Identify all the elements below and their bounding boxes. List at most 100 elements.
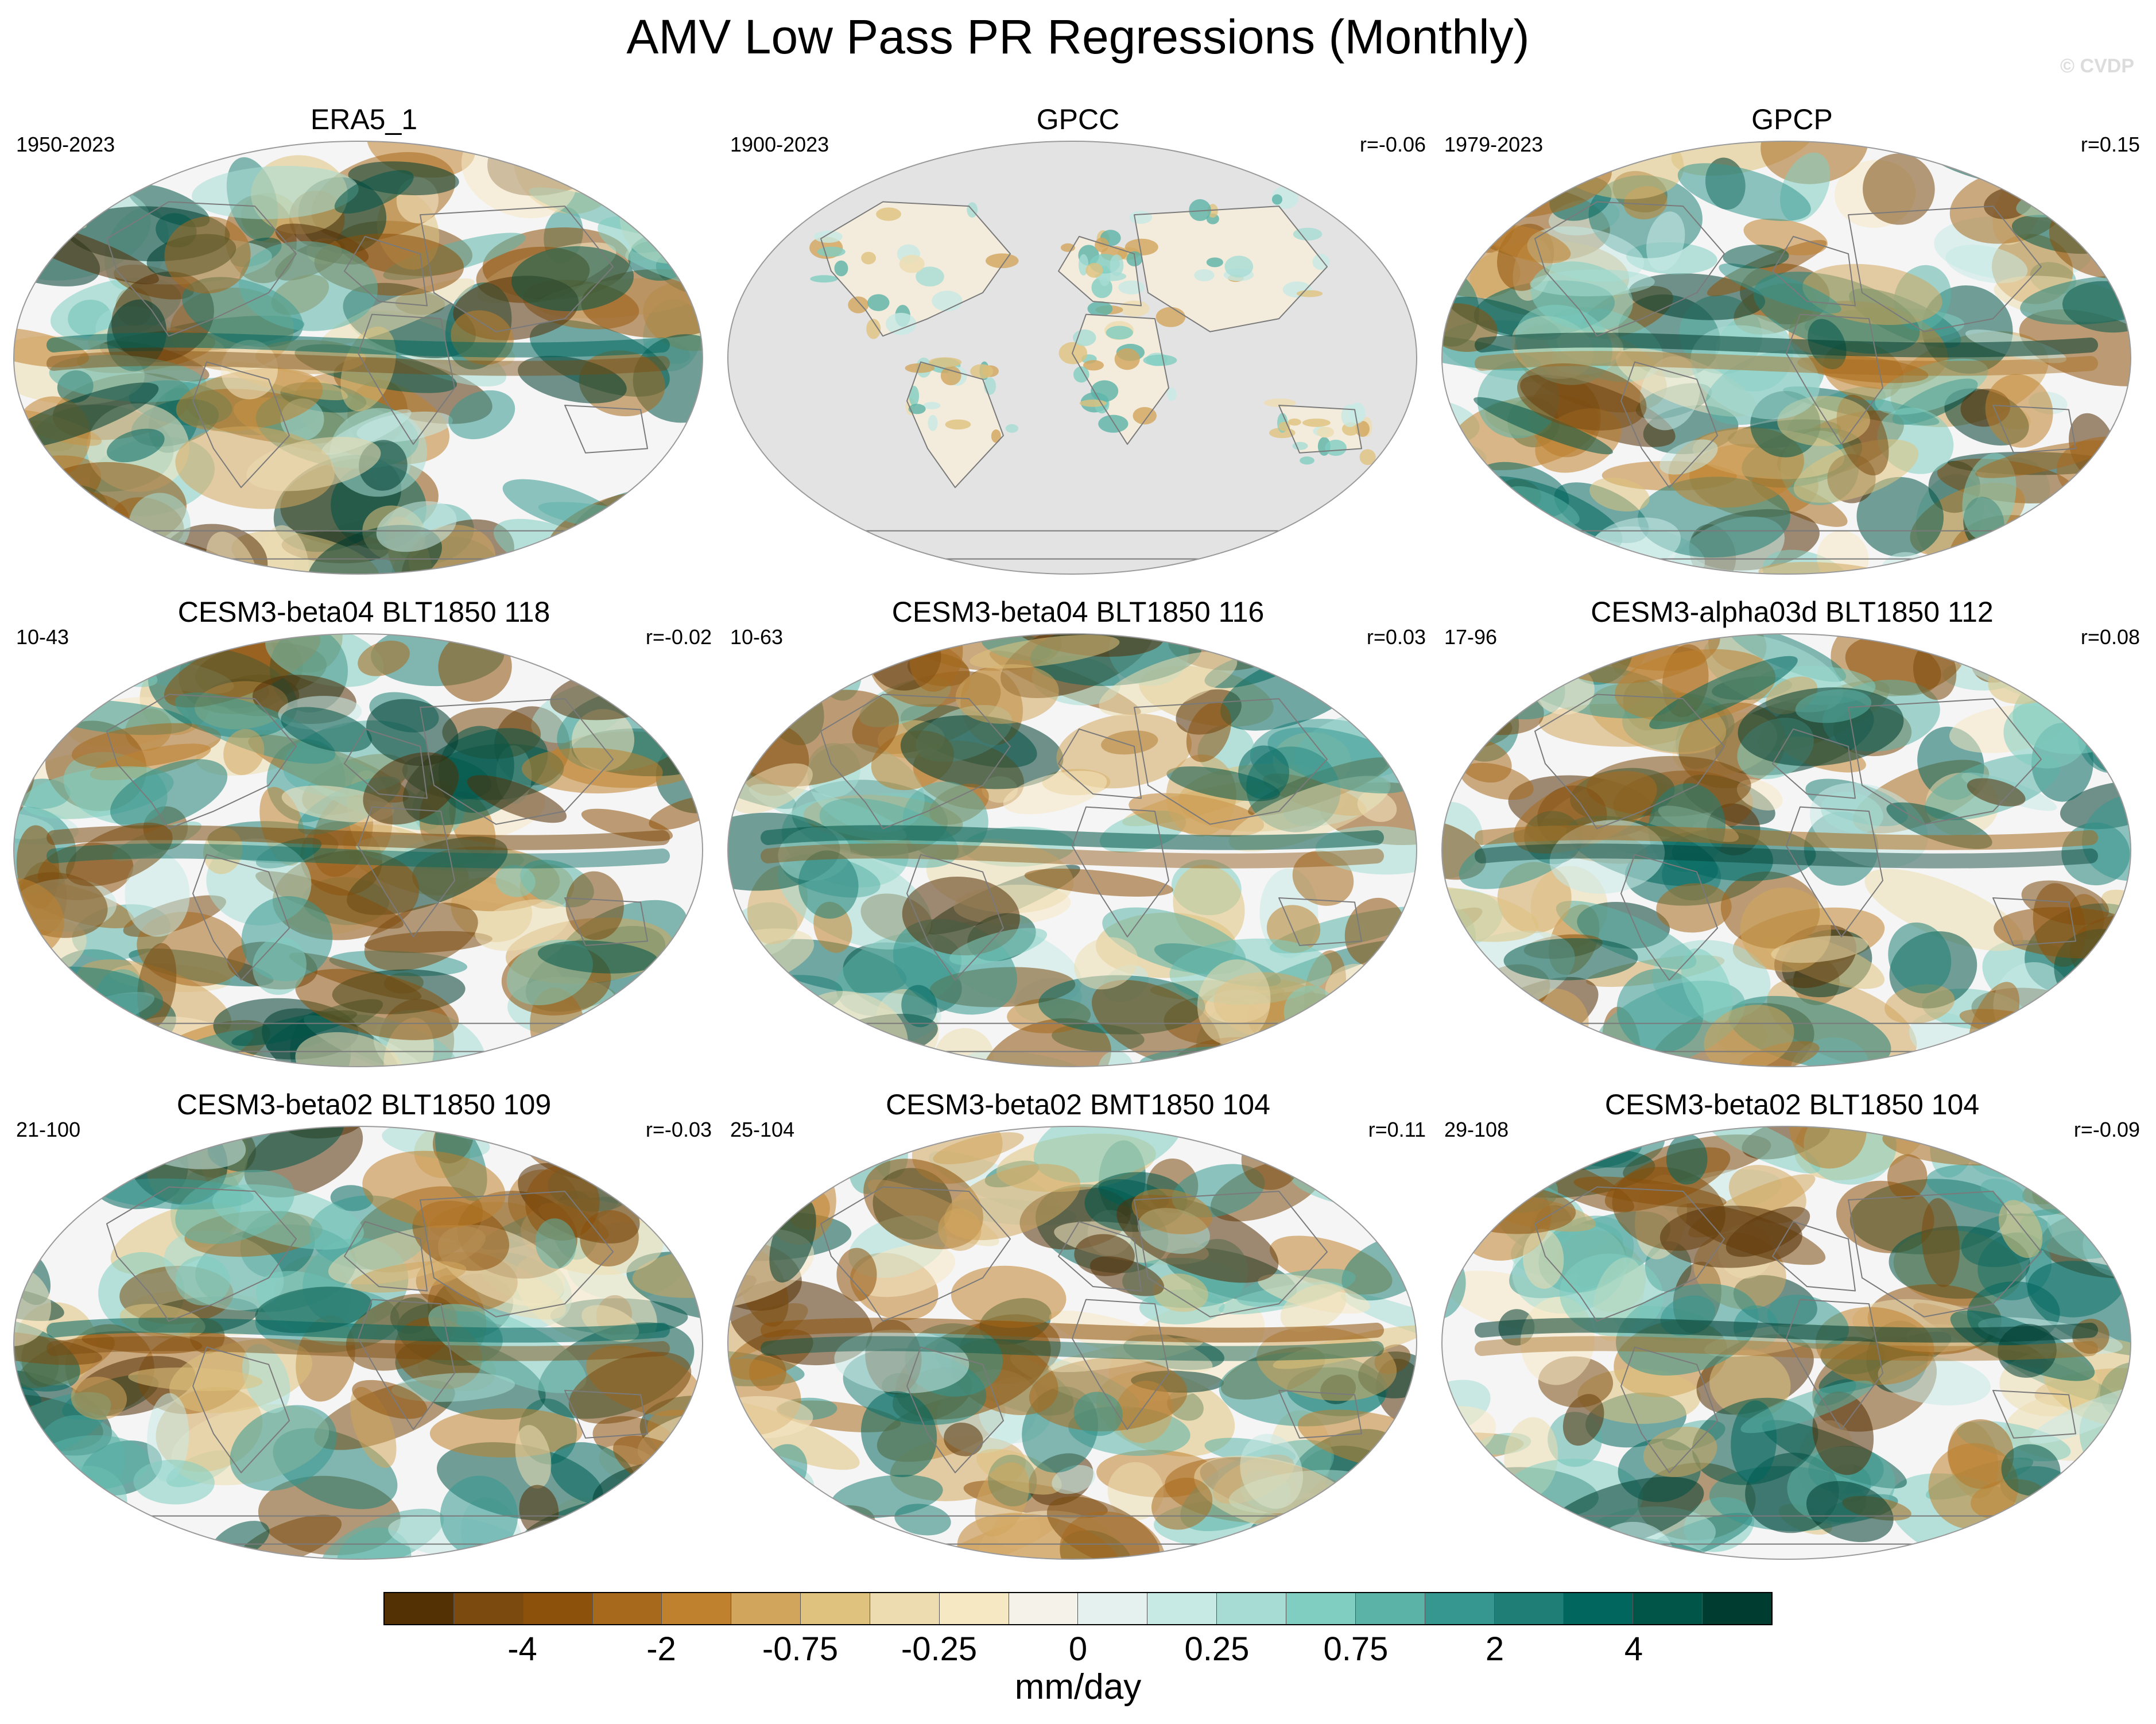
colorbar-swatch (1147, 1593, 1217, 1624)
anomaly-blob (1306, 634, 1387, 660)
panel-title: CESM3-beta04 BLT1850 116 (891, 596, 1265, 628)
robinson-map (1441, 1126, 2131, 1560)
anomaly-blob (1293, 227, 1323, 241)
coastline (192, 361, 290, 489)
anomaly-blob (928, 414, 938, 431)
anomaly-blob (14, 163, 87, 229)
anomaly-blob (1884, 984, 1955, 1024)
anomaly-blob (1999, 1200, 2043, 1258)
coastline (106, 1186, 297, 1322)
coastline (1620, 1346, 1718, 1474)
copyright-watermark: © CVDP (2060, 55, 2134, 77)
anomaly-blob (295, 1032, 403, 1067)
anomaly-blob (14, 1522, 57, 1559)
anomaly-blob (1928, 1443, 2019, 1530)
anomaly-blob (358, 640, 410, 676)
anomaly-blob (1473, 1126, 1575, 1168)
coastline (1278, 1389, 1362, 1439)
anomaly-blob (295, 968, 459, 1040)
anomaly-blob (125, 852, 190, 937)
panel-title: GPCP (1751, 103, 1833, 135)
tropical-band (761, 843, 1384, 869)
panel-period: 1900-2023 (730, 133, 829, 156)
anomaly-blob (909, 386, 920, 406)
coastline (1058, 728, 1142, 799)
anomaly-blob (1073, 366, 1089, 383)
anomaly-blob (1206, 257, 1223, 268)
anomaly-blob (929, 357, 962, 367)
anomaly-blob (1740, 1380, 1873, 1434)
anomaly-blob (831, 1474, 943, 1518)
anomaly-blob (475, 899, 569, 951)
anomaly-blob (2085, 1540, 2131, 1559)
map-panel: CESM3-beta02 BMT1850 104 25-104 r=0.11 (722, 1087, 1434, 1564)
colorbar-swatches (383, 1592, 1773, 1625)
anomaly-blob (391, 1373, 515, 1402)
anomaly-blob (1024, 868, 1173, 897)
anomaly-blob (1921, 1198, 1960, 1287)
panel-correlation: r=-0.09 (2073, 1118, 2140, 1141)
tropical-band (761, 825, 1384, 850)
coastline (1058, 235, 1142, 307)
anomaly-blob (1589, 477, 1650, 512)
anomaly-blob (1559, 1253, 1663, 1336)
coastline (906, 361, 1004, 489)
anomaly-blob (848, 296, 869, 313)
anomaly-blob (1280, 1284, 1347, 1332)
anomaly-blob (1442, 635, 1533, 690)
anomaly-blob (1677, 163, 1811, 221)
anomaly-blob (1058, 342, 1088, 365)
map-outline (13, 633, 703, 1067)
coastline (420, 1191, 614, 1318)
anomaly-blob (535, 1218, 576, 1269)
coastline (1786, 313, 1883, 445)
anomaly-blob (1442, 333, 1542, 371)
tropical-band (46, 1318, 670, 1343)
anomaly-blob (955, 664, 1059, 724)
anomaly-blob (1166, 388, 1177, 401)
panel-correlation: r=-0.06 (1359, 133, 1426, 156)
anomaly-blob (1719, 263, 1841, 313)
anomaly-blob (1795, 689, 1872, 723)
anomaly-blob (2062, 281, 2131, 333)
anomaly-blob (1238, 745, 1289, 799)
coastline (1278, 404, 1362, 454)
coastline (564, 404, 648, 454)
anomaly-blob (363, 752, 459, 825)
anomaly-blob (1153, 1273, 1208, 1312)
anomaly-blob (1267, 727, 1417, 794)
anomaly-blob (1887, 1154, 1928, 1199)
colorbar-swatch (1355, 1593, 1425, 1624)
figure-title: AMV Low Pass PR Regressions (Monthly) (626, 10, 1530, 64)
anomaly-blob (376, 501, 457, 552)
panel-period: 25-104 (730, 1118, 795, 1141)
tropical-band (1475, 1336, 2098, 1361)
coastline (1848, 698, 2042, 825)
coastline (1772, 235, 1856, 307)
anomaly-blob (1151, 1477, 1213, 1530)
anomaly-blob (728, 1484, 770, 1529)
colorbar-swatch (453, 1593, 524, 1624)
anomaly-blob (1503, 938, 1638, 981)
robinson-map (727, 1126, 1417, 1560)
colorbar-tick-label: -2 (646, 1630, 676, 1668)
map-panel: GPCC 1900-2023 r=-0.06 (722, 102, 1434, 579)
anomaly-blob (2004, 537, 2047, 574)
colorbar-swatch (662, 1593, 732, 1624)
anomaly-blob (515, 1425, 552, 1489)
anomaly-blob (975, 1462, 1030, 1537)
anomaly-blob (1285, 1524, 1417, 1559)
anomaly-blob (632, 1248, 703, 1298)
coastline (106, 201, 297, 337)
map-field (14, 1126, 703, 1559)
map-panel: CESM3-beta04 BLT1850 116 10-63 r=0.03 (722, 595, 1434, 1071)
anomaly-blob (71, 1377, 127, 1420)
anomaly-blob (110, 759, 228, 829)
coastline (1786, 1299, 1883, 1430)
anomaly-blob (1659, 439, 1718, 475)
anomaly-blob (352, 1380, 428, 1419)
coastline (906, 854, 1004, 981)
anomaly-blob (1005, 424, 1019, 433)
map-panel: CESM3-alpha03d BLT1850 112 17-96 r=0.08 (1436, 595, 2148, 1071)
map-field (728, 1126, 1417, 1559)
